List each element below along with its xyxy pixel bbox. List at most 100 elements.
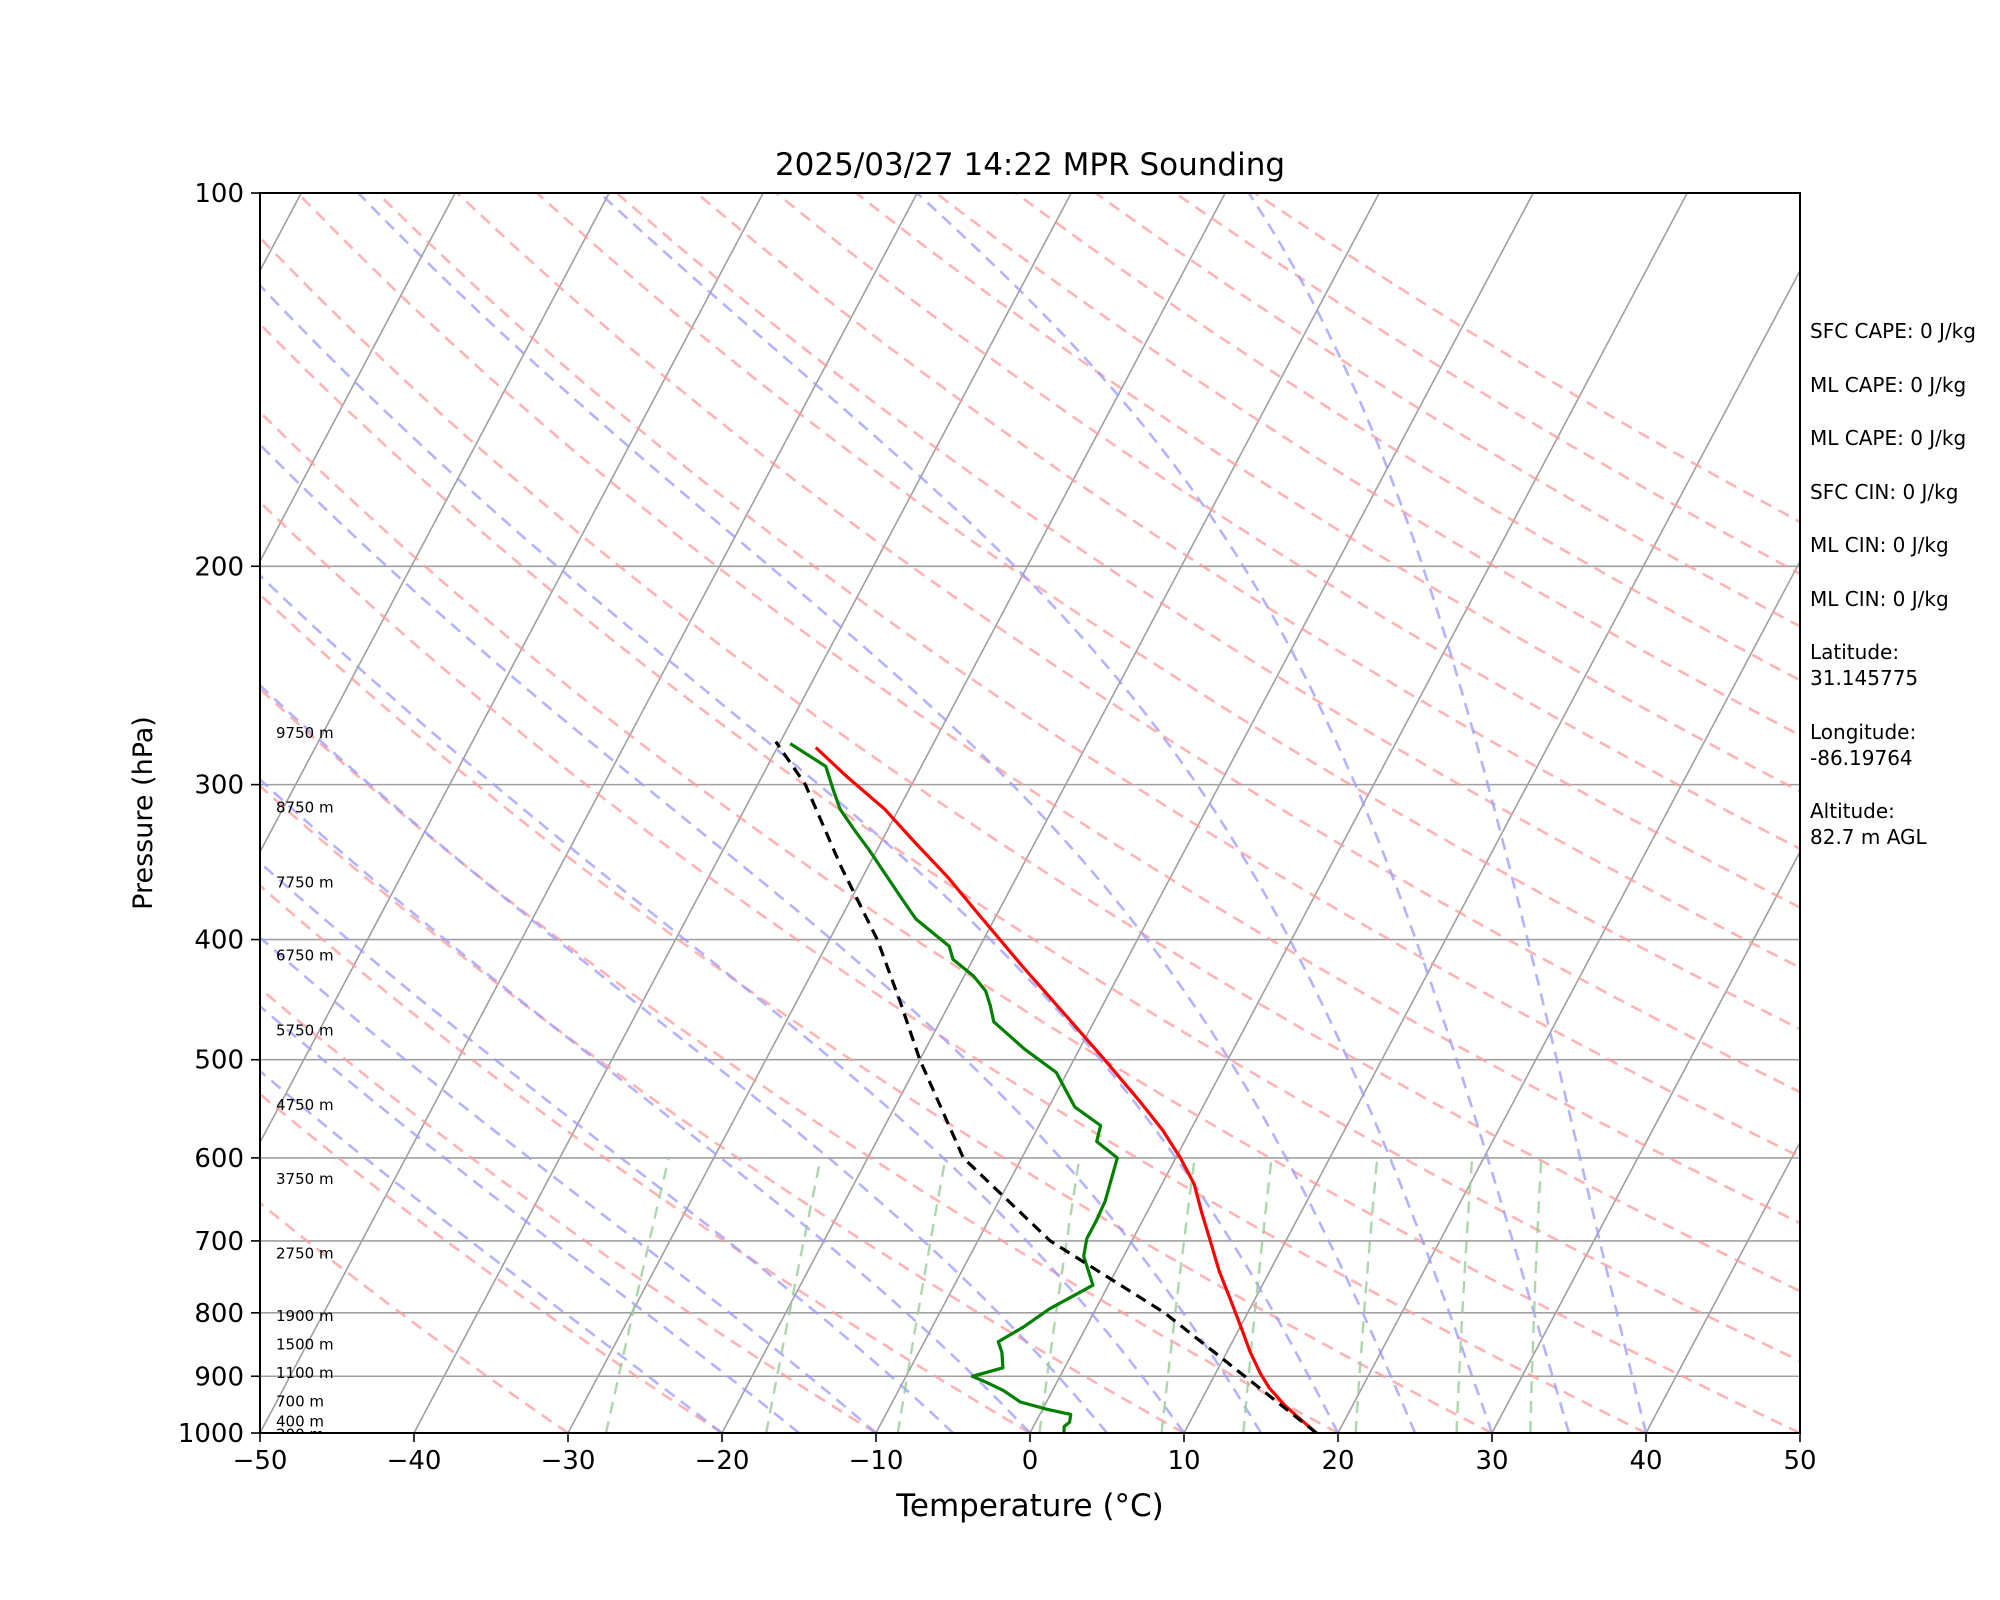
mixing-ratio-line	[1242, 1157, 1273, 1433]
x-tick-label: 0	[1022, 1446, 1039, 1476]
isotherm-line	[567, 193, 1226, 1433]
moist-adiabat-line	[260, 283, 1340, 1433]
y-tick-label: 900	[194, 1362, 244, 1392]
mixing-ratio-line	[1038, 1157, 1081, 1433]
isotherm-line	[0, 193, 147, 1433]
y-axis-label: Pressure (hPa)	[128, 716, 159, 910]
height-label: 4750 m	[276, 1096, 334, 1114]
ml-cin-text: ML CIN: 0 J/kg	[1810, 533, 1949, 557]
dry-adiabat-line	[260, 322, 1800, 1363]
dry-adiabat-line	[456, 193, 1800, 1094]
mixing-ratio-line	[604, 1157, 670, 1433]
ml-cape-text-2: ML CAPE: 0 J/kg	[1810, 426, 1967, 450]
y-tick-label: 500	[194, 1046, 244, 1076]
moist-adiabat-line	[260, 1069, 723, 1433]
isotherm-line	[260, 193, 764, 1145]
isotherm-line	[260, 193, 610, 854]
x-tick-label: 10	[1167, 1446, 1200, 1476]
height-label: 5750 m	[276, 1021, 334, 1039]
dry-adiabat-line	[536, 193, 1800, 1031]
isotherm-line	[1645, 1140, 1800, 1433]
mixing-ratio-line	[1354, 1157, 1379, 1433]
series-lines	[774, 740, 1318, 1433]
dry-adiabat-line	[260, 1092, 723, 1433]
y-tick-label: 400	[194, 926, 244, 956]
x-tick-label: −20	[695, 1446, 750, 1476]
isotherm-line	[260, 193, 456, 564]
moist-adiabat-line	[260, 777, 1031, 1433]
sfc-cin-text: SFC CIN: 0 J/kg	[1810, 479, 1959, 504]
y-tick-label: 300	[194, 771, 244, 801]
plot-area: 9750 m 8750 m 7750 m 6750 m 5750 m 4750 m 3750…	[0, 193, 1800, 1443]
dry-adiabat-line	[260, 592, 1493, 1433]
ml-cin-text-2: ML CIN: 0 J/kg	[1810, 586, 1949, 611]
x-tick-label: −30	[541, 1446, 596, 1476]
dry-adiabat-line	[695, 193, 1800, 909]
mixing-ratio-line	[1160, 1157, 1196, 1433]
y-tick-label: 800	[194, 1299, 244, 1329]
isotherm-line	[1183, 269, 1800, 1433]
x-axis: −50 −40 −30 −20 −10 0 10 20 30 40 50	[233, 1433, 1817, 1476]
moist-adiabat-line	[598, 193, 1494, 1433]
y-tick-label: 200	[194, 552, 244, 582]
dry-adiabat-line	[260, 784, 1185, 1433]
moist-adiabat-line	[260, 683, 1109, 1433]
chart-title: 2025/03/27 14:22 MPR Sounding	[775, 147, 1285, 183]
x-tick-label: −40	[387, 1446, 442, 1476]
x-axis-label: Temperature (°C)	[895, 1488, 1164, 1524]
x-tick-label: 20	[1321, 1446, 1354, 1476]
x-tick-label: 40	[1629, 1446, 1662, 1476]
height-label: 9750 m	[276, 724, 334, 742]
longitude-text: Longitude: -86.19764	[1810, 719, 1917, 770]
dry-adiabat-line	[260, 986, 877, 1433]
dry-adiabat-line	[855, 193, 1800, 793]
dry-adiabat-line	[260, 500, 1647, 1433]
isotherm-line	[721, 193, 1380, 1433]
temperature-line	[814, 746, 1318, 1433]
ml-cape-text: ML CAPE: 0 J/kg	[1810, 372, 1967, 397]
dry-adiabat-line	[615, 193, 1800, 970]
latitude-text: Latitude: 31.145775	[1810, 640, 1919, 690]
isotherm-line	[260, 193, 918, 1433]
height-label: 6750 m	[276, 947, 334, 965]
height-label: 400 m	[276, 1412, 324, 1430]
height-label: 3750 m	[276, 1170, 334, 1188]
moist-adiabat-line	[260, 1004, 800, 1433]
y-tick-label: 100	[194, 179, 244, 209]
moist-adiabat-line	[260, 860, 954, 1433]
background-lines	[0, 193, 1800, 1433]
parcel-line	[774, 740, 1318, 1433]
y-tick-label: 600	[194, 1144, 244, 1174]
dry-adiabat-line	[260, 883, 1031, 1433]
moist-adiabat-line	[260, 573, 1186, 1433]
height-label: 200 m	[276, 1425, 324, 1443]
mixing-ratio-line	[1529, 1157, 1543, 1433]
dry-adiabat-line	[260, 410, 1800, 1433]
dry-adiabat-line	[376, 193, 1800, 1159]
height-label: 700 m	[276, 1393, 324, 1411]
height-label: 8750 m	[276, 799, 334, 817]
moist-adiabat-line	[260, 442, 1263, 1433]
dewpoint-line	[789, 742, 1119, 1433]
height-label: 2750 m	[276, 1244, 334, 1262]
isotherm-line	[875, 193, 1534, 1433]
isotherm-line	[1491, 850, 1800, 1433]
height-label: 7750 m	[276, 873, 334, 891]
mixing-ratio-line	[1455, 1157, 1474, 1433]
moist-adiabat-line	[357, 193, 1417, 1433]
mixing-ratio-line	[765, 1157, 822, 1433]
height-label: 1100 m	[276, 1364, 334, 1382]
dry-adiabat-line	[775, 193, 1800, 851]
height-label: 1900 m	[276, 1307, 334, 1325]
dry-adiabat-line	[260, 687, 1339, 1433]
dry-adiabat-line	[260, 235, 1800, 1293]
dry-adiabat-line	[260, 1201, 569, 1433]
x-tick-label: 50	[1783, 1446, 1816, 1476]
sounding-parameters-panel: SFC CAPE: 0 J/kg ML CAPE: 0 J/kg ML CAPE…	[1810, 318, 1995, 878]
moist-adiabat-line	[916, 193, 1571, 1433]
sfc-cape-text: SFC CAPE: 0 J/kg	[1810, 319, 1976, 343]
isotherm-line	[1337, 559, 1800, 1433]
height-labels: 9750 m 8750 m 7750 m 6750 m 5750 m 4750 m 3750…	[276, 724, 334, 1443]
mixing-ratio-line	[896, 1157, 947, 1433]
